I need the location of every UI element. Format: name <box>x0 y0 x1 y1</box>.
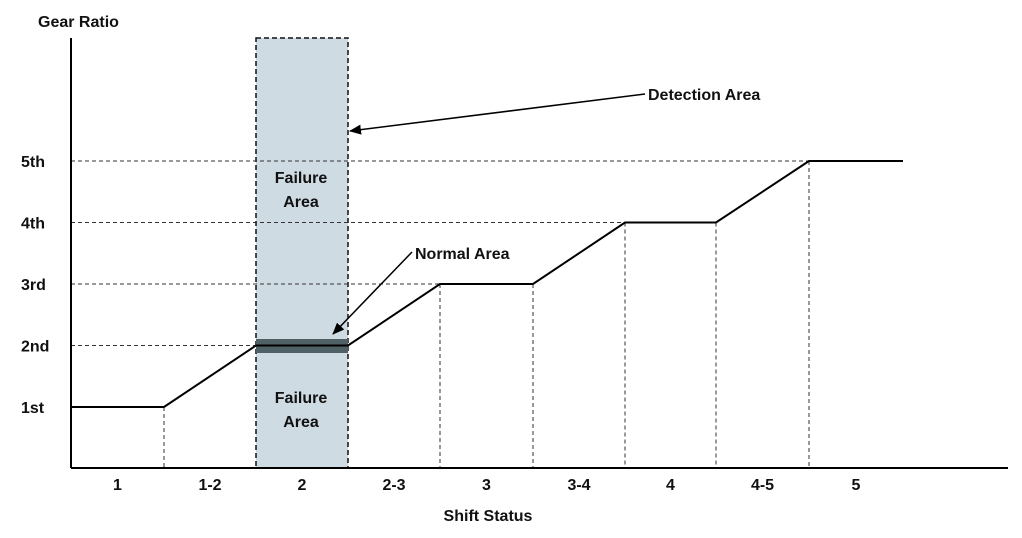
gear-ratio-line <box>71 160 903 408</box>
detection-area-label: Detection Area <box>648 87 760 104</box>
detection-area-band <box>255 37 349 469</box>
normal-area-arrow <box>332 251 413 335</box>
x-tick-labels: 1 1-2 2 2-3 3 3-4 4 4-5 5 <box>113 477 861 494</box>
x-tick-label: 1-2 <box>198 477 221 494</box>
y-axis-label: Gear Ratio <box>38 14 119 31</box>
normal-area-label: Normal Area <box>415 246 510 263</box>
x-tick-label: 4 <box>666 477 675 494</box>
x-tick-label: 3-4 <box>567 477 590 494</box>
guide-lines <box>71 160 810 468</box>
x-tick-label: 2 <box>298 477 307 494</box>
y-tick-label: 1st <box>21 400 45 417</box>
x-tick-label: 5 <box>852 477 861 494</box>
y-tick-label: 3rd <box>21 277 46 294</box>
y-tick-label: 2nd <box>21 339 49 356</box>
x-axis-label: Shift Status <box>444 508 533 525</box>
x-tick-label: 2-3 <box>382 477 405 494</box>
detection-area-arrow <box>349 93 646 135</box>
failure-area-upper-label: Failure Area <box>275 170 328 211</box>
y-tick-labels: 1st 2nd 3rd 4th 5th <box>21 154 49 417</box>
x-tick-label: 1 <box>113 477 122 494</box>
x-tick-label: 4-5 <box>751 477 774 494</box>
failure-area-lower-label: Failure Area <box>275 390 328 431</box>
x-tick-label: 3 <box>482 477 491 494</box>
y-tick-label: 5th <box>21 154 45 171</box>
y-tick-label: 4th <box>21 216 45 233</box>
